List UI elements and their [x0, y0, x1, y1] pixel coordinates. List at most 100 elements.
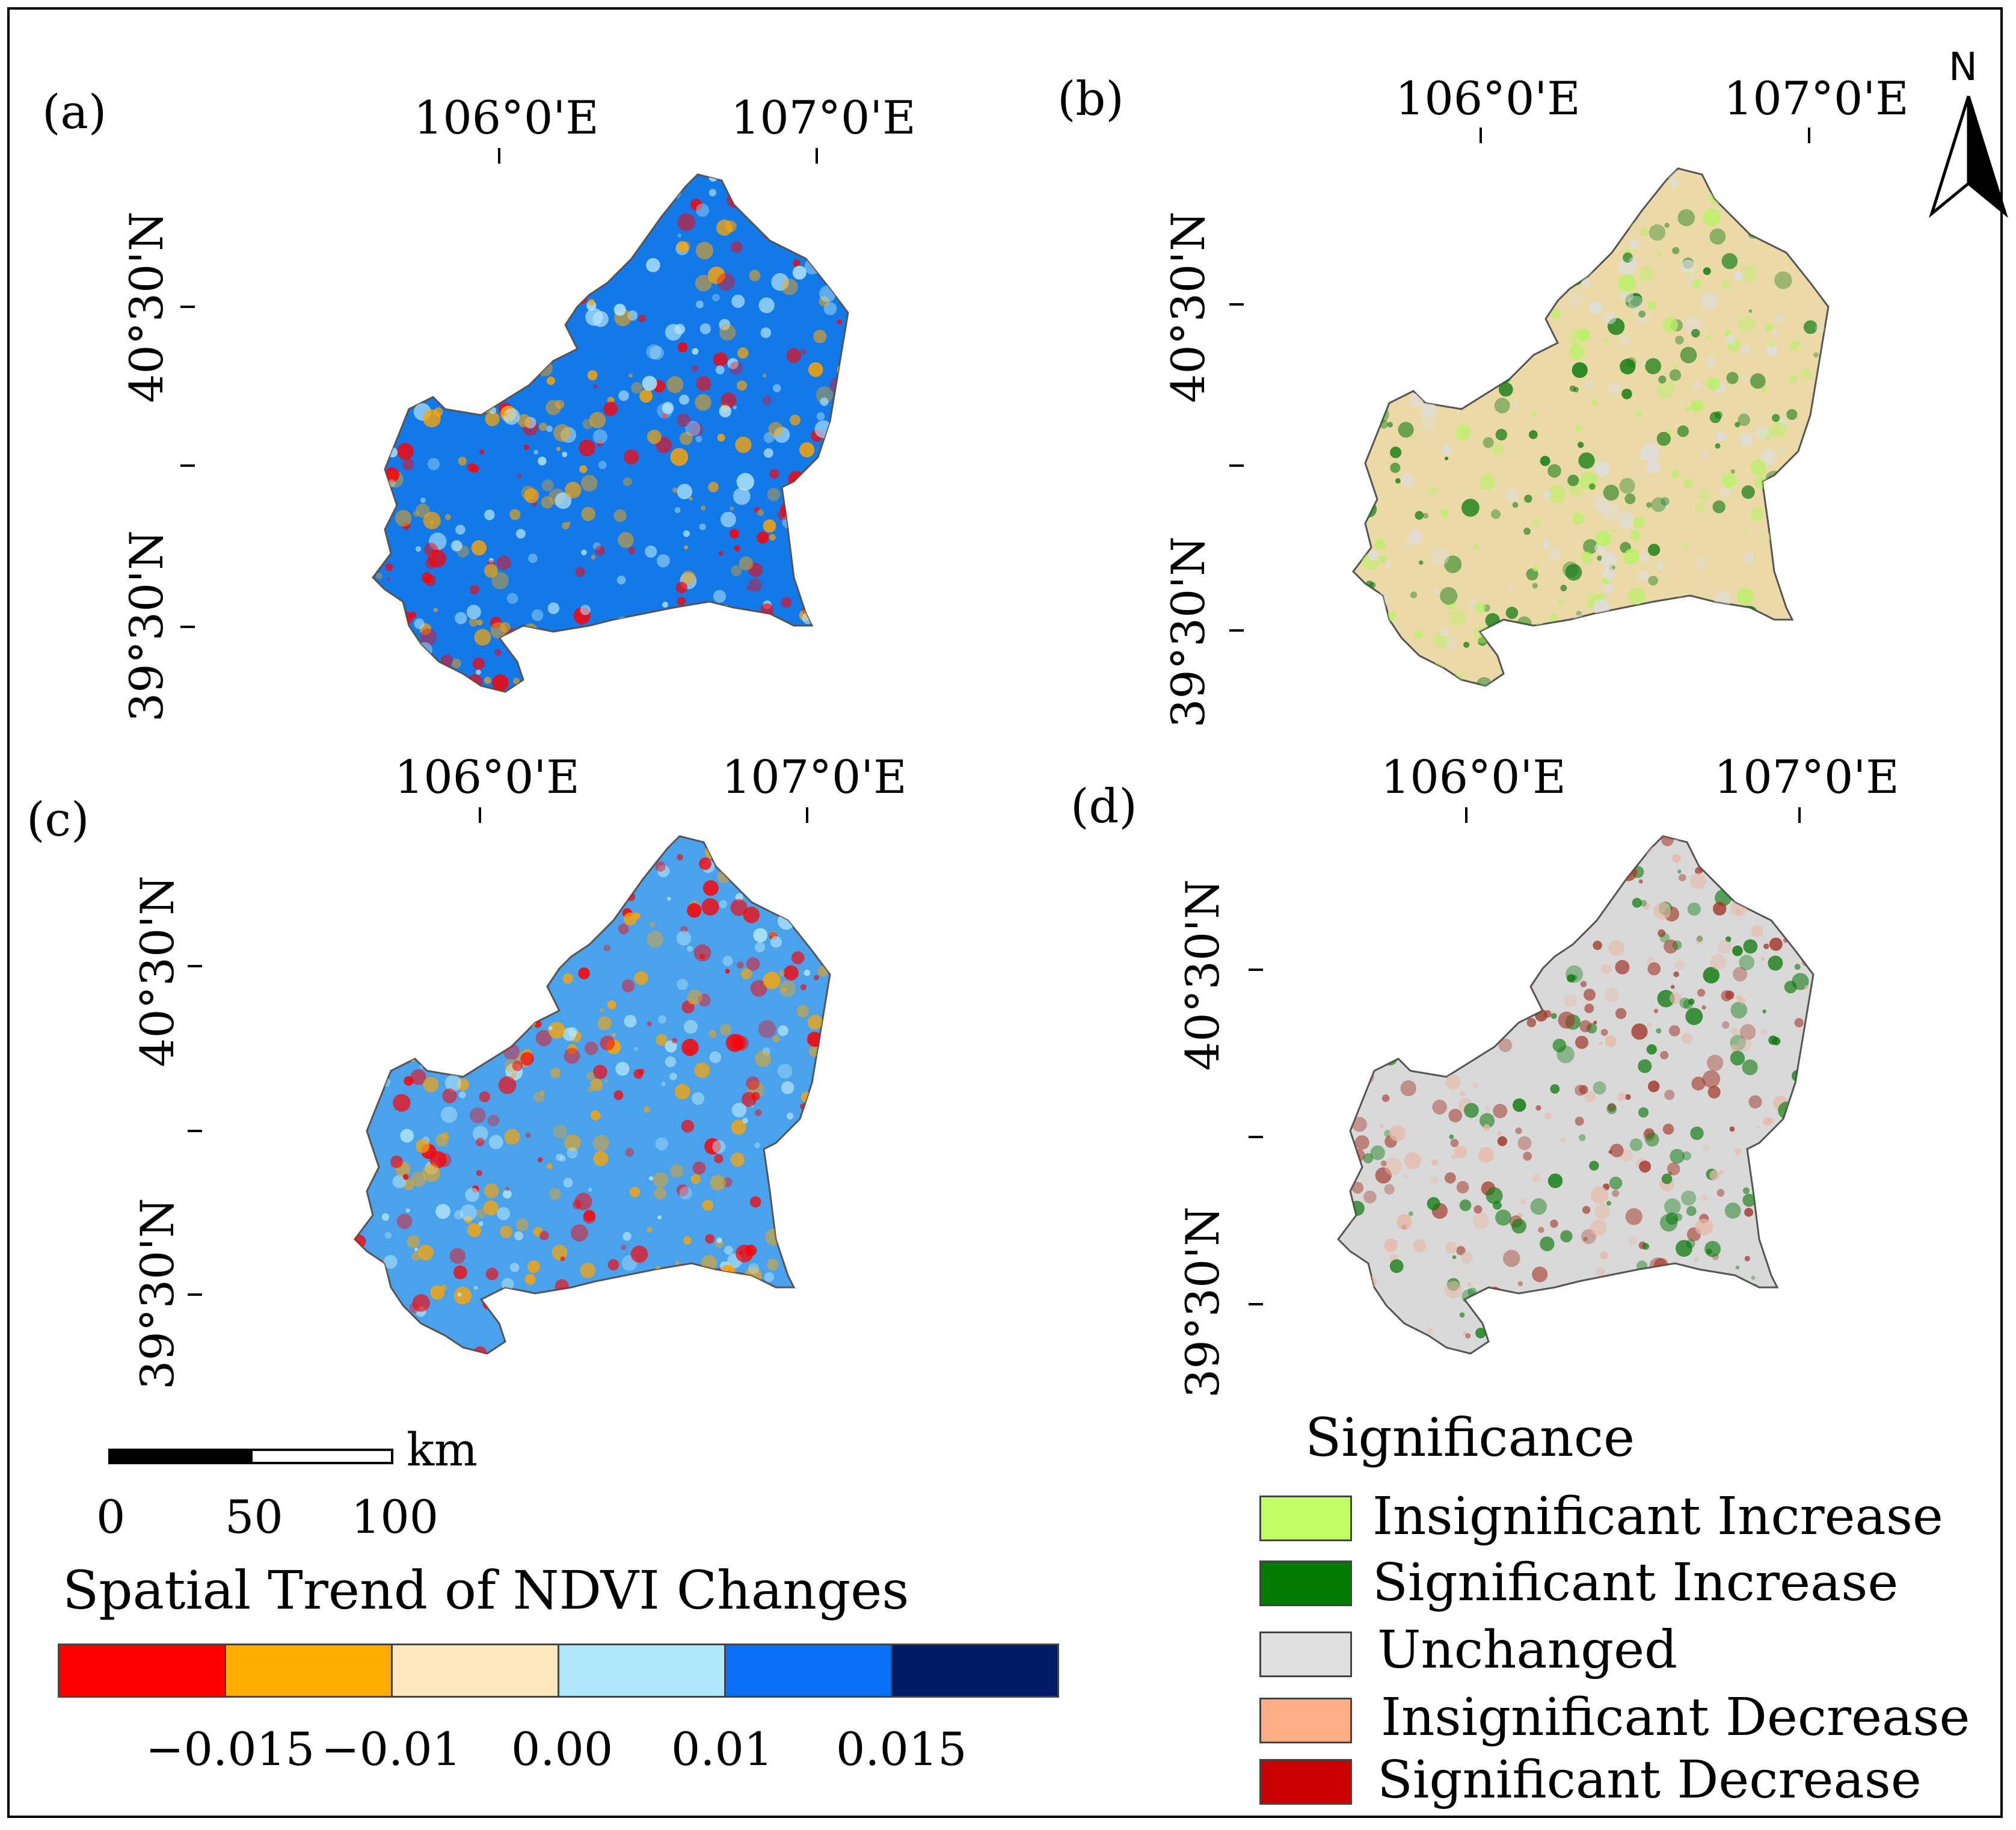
- texture-dot: [677, 597, 686, 606]
- texture-dot: [633, 1047, 638, 1052]
- texture-dot: [1567, 291, 1584, 308]
- texture-dot: [570, 1224, 588, 1242]
- texture-dot: [1760, 1223, 1775, 1238]
- texture-dot: [1753, 1322, 1769, 1339]
- texture-dot: [1473, 544, 1478, 550]
- texture-dot: [1353, 440, 1365, 454]
- texture-dot: [1408, 350, 1415, 357]
- texture-dot: [410, 1069, 426, 1085]
- texture-dot: [469, 585, 479, 595]
- texture-dot: [1751, 925, 1763, 938]
- texture-dot: [1406, 911, 1421, 926]
- texture-dot: [422, 247, 432, 258]
- texture-dot: [1504, 957, 1518, 972]
- texture-dot: [1384, 1238, 1398, 1252]
- texture-dot: [662, 1340, 669, 1348]
- texture-dot: [745, 690, 752, 692]
- texture-dot: [491, 177, 508, 194]
- texture-dot: [1603, 311, 1617, 324]
- texture-dot: [1408, 529, 1423, 544]
- texture-dot: [1712, 500, 1726, 514]
- texture-dot: [451, 540, 463, 552]
- texture-dot: [1520, 863, 1532, 875]
- texture-dot: [546, 1163, 553, 1169]
- texture-dot: [395, 510, 412, 527]
- texture-dot: [405, 174, 416, 177]
- texture-dot: [1613, 662, 1630, 679]
- texture-dot: [828, 529, 844, 545]
- texture-dot: [805, 1151, 823, 1169]
- region-shape: [1337, 835, 1815, 1355]
- texture-dot: [505, 1186, 510, 1192]
- texture-dot: [1421, 417, 1436, 432]
- texture-dot: [1716, 431, 1727, 442]
- texture-dot: [390, 1155, 403, 1168]
- texture-dot: [1790, 669, 1803, 682]
- texture-dot: [1788, 374, 1798, 383]
- texture-dot: [708, 481, 719, 493]
- texture-dot: [1593, 1287, 1607, 1301]
- texture-dot: [775, 1174, 782, 1182]
- texture-dot: [503, 929, 508, 935]
- texture-dot: [373, 188, 390, 205]
- texture-dot: [567, 521, 571, 526]
- colorbar-tick-label: −0.01: [321, 1722, 461, 1776]
- texture-dot: [736, 380, 748, 391]
- texture-dot: [746, 655, 752, 661]
- texture-dot: [737, 961, 744, 969]
- texture-dot: [813, 1121, 829, 1138]
- texture-dot: [498, 1076, 517, 1094]
- texture-dot: [1758, 202, 1768, 211]
- texture-dot: [1583, 1237, 1588, 1242]
- texture-dot: [1565, 564, 1582, 581]
- texture-dot: [1537, 177, 1544, 185]
- texture-dot: [1455, 202, 1471, 218]
- texture-dot: [435, 174, 449, 188]
- texture-dot: [1357, 1003, 1375, 1021]
- texture-dot: [399, 386, 409, 395]
- texture-dot: [1506, 584, 1513, 591]
- texture-dot: [524, 627, 542, 645]
- texture-dot: [755, 1109, 762, 1117]
- texture-dot: [1618, 511, 1635, 529]
- texture-dot: [739, 1250, 743, 1255]
- texture-dot: [1796, 1227, 1809, 1239]
- legend-swatch-insignificant-increase: [1259, 1496, 1352, 1541]
- texture-dot: [1597, 679, 1607, 686]
- texture-dot: [1338, 1257, 1348, 1268]
- texture-dot: [357, 916, 374, 934]
- texture-dot: [1557, 177, 1569, 189]
- texture-dot: [440, 1106, 458, 1123]
- texture-dot: [429, 294, 447, 312]
- texture-dot: [746, 1076, 760, 1090]
- texture-dot: [814, 1201, 824, 1210]
- texture-dot: [1597, 593, 1606, 601]
- texture-dot: [784, 1353, 794, 1354]
- texture-dot: [1517, 985, 1534, 1002]
- texture-dot: [465, 1188, 479, 1202]
- texture-dot: [415, 546, 422, 552]
- texture-dot: [669, 1073, 677, 1080]
- texture-dot: [1692, 381, 1702, 390]
- texture-dot: [839, 565, 848, 577]
- texture-dot: [1550, 278, 1564, 292]
- texture-dot: [1735, 422, 1741, 428]
- texture-dot: [1809, 1094, 1813, 1102]
- texture-dot: [618, 532, 634, 548]
- texture-dot: [1765, 1185, 1772, 1194]
- texture-dot: [820, 397, 829, 406]
- texture-dot: [1789, 476, 1798, 485]
- texture-dot: [702, 880, 719, 896]
- texture-dot: [1572, 512, 1585, 525]
- texture-dot: [454, 315, 460, 321]
- texture-dot: [1640, 552, 1649, 562]
- texture-dot: [1452, 194, 1463, 204]
- texture-dot: [1350, 962, 1366, 978]
- texture-dot: [1801, 626, 1815, 639]
- texture-dot: [791, 951, 805, 964]
- texture-dot: [1677, 209, 1695, 227]
- texture-dot: [1781, 214, 1789, 220]
- texture-dot: [557, 279, 564, 285]
- texture-dot: [597, 892, 607, 904]
- texture-dot: [1683, 478, 1693, 488]
